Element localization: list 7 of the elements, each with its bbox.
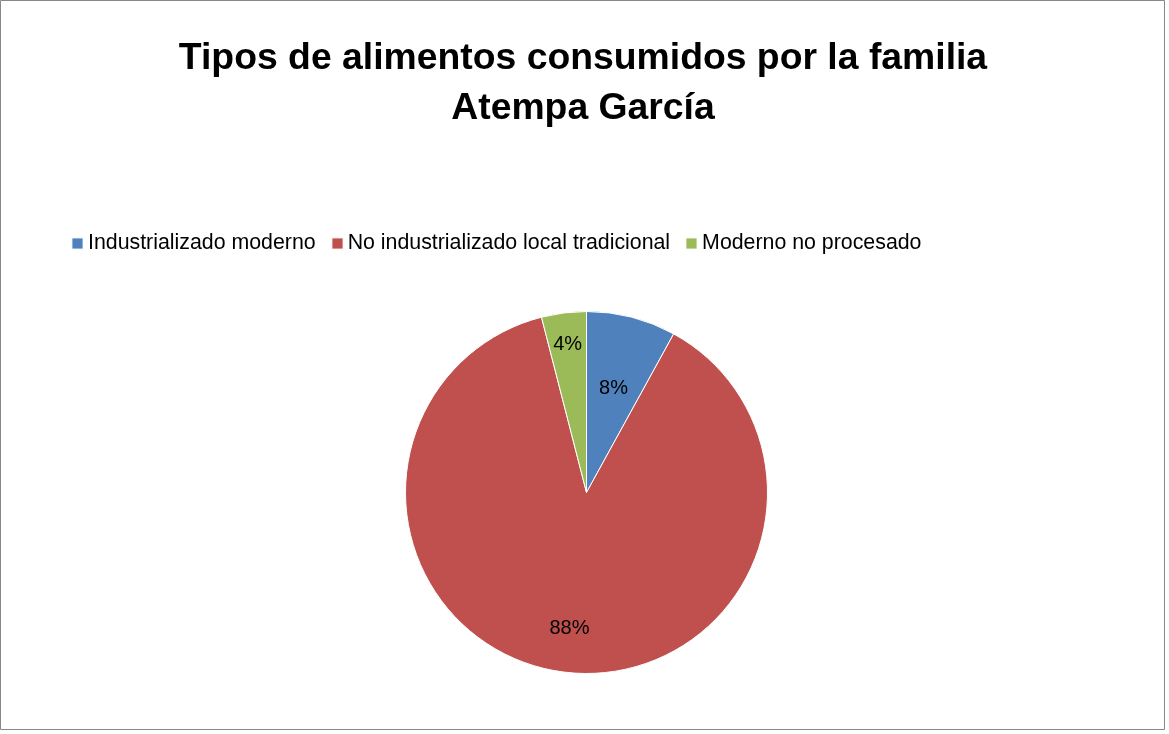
legend-label: No industrializado local tradicional: [347, 230, 671, 255]
data-label: 4%: [553, 332, 583, 355]
chart-title: Tipos de alimentos consumidos por la familia Atempa García: [178, 34, 988, 127]
legend-label: Industrializado moderno: [88, 230, 316, 255]
legend-label: Moderno no procesado: [702, 230, 922, 255]
data-label: 88%: [549, 616, 590, 639]
data-label: 8%: [599, 376, 629, 399]
